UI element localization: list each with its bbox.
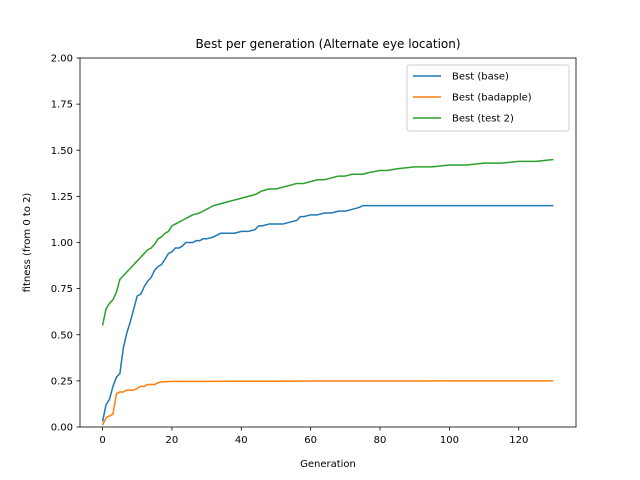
series-layer xyxy=(101,158,554,426)
x-tick-label: 100 xyxy=(440,435,459,446)
legend-label-2: Best (badapple) xyxy=(452,93,532,104)
y-tick-label: 1.00 xyxy=(51,238,73,249)
x-tick-label: 60 xyxy=(304,435,317,446)
chart-title: Best per generation (Alternate eye locat… xyxy=(195,37,460,51)
legend-frame xyxy=(406,64,570,132)
legend: Best (base) Best (badapple) Best (test 2) xyxy=(406,64,570,132)
y-tick-label: 1.50 xyxy=(51,146,73,157)
x-tick-label: 120 xyxy=(509,435,528,446)
y-tick-label: 1.75 xyxy=(51,100,73,111)
x-tick-label: 80 xyxy=(374,435,387,446)
series-line-1 xyxy=(101,204,554,422)
y-tick-label: 0.50 xyxy=(51,330,73,341)
y-axis-ticks: 0.00 0.25 0.50 0.75 1.00 1.25 1.50 1.75 2.00 xyxy=(51,54,80,434)
x-tick-label: 40 xyxy=(235,435,248,446)
x-tick-label: 20 xyxy=(166,435,179,446)
series-line-3 xyxy=(101,158,554,326)
x-axis-label: Generation xyxy=(300,459,356,470)
y-tick-label: 0.00 xyxy=(51,423,73,434)
y-tick-label: 1.25 xyxy=(51,192,73,203)
legend-label-1: Best (base) xyxy=(452,72,509,83)
x-axis-ticks: 0 20 40 60 80 100 120 xyxy=(99,427,528,446)
y-tick-label: 0.25 xyxy=(51,376,73,387)
x-tick-label: 0 xyxy=(99,435,105,446)
y-tick-label: 0.75 xyxy=(51,284,73,295)
series-line-2 xyxy=(101,380,554,426)
legend-label-3: Best (test 2) xyxy=(452,114,514,125)
y-axis-label: fitness (from 0 to 2) xyxy=(22,193,33,293)
y-tick-label: 2.00 xyxy=(51,54,73,65)
plot-area: 0 20 40 60 80 100 120 0.00 0.25 0.50 0.75 1.00 1.25… xyxy=(51,54,577,446)
